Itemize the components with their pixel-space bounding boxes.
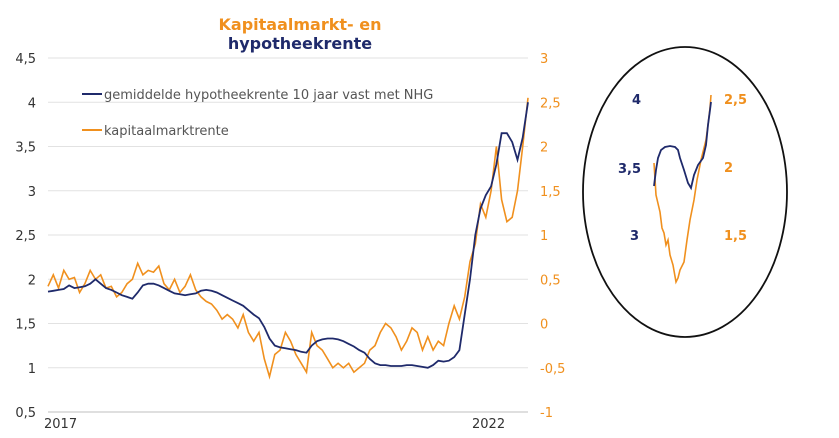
series-hypotheekrente-line	[47, 102, 529, 369]
inset-label-right-1-5: 1,5	[724, 229, 747, 244]
y-right-tick: 0,5	[540, 273, 561, 288]
inset-kapitaalmarktrente-line	[653, 94, 712, 285]
chart-title-line1: Kapitaalmarkt- en	[219, 15, 382, 34]
x-tick-2022: 2022	[472, 417, 505, 432]
y-right-tick: 3	[540, 52, 548, 67]
y-right-tick: 1,5	[540, 185, 561, 200]
y-left-tick: 2	[28, 273, 36, 288]
chart-title-line2: hypotheekrente	[228, 34, 372, 53]
y-right-tick: 2,5	[540, 96, 561, 111]
y-left-tick: 3	[28, 185, 36, 200]
inset-label-left-3-5: 3,5	[618, 162, 641, 177]
y-right-tick: -1	[540, 406, 553, 421]
legend-label-kapitaalmarktrente: kapitaalmarktrente	[104, 124, 229, 139]
y-left-tick: 3,5	[15, 141, 36, 156]
inset-label-left-3: 3	[630, 229, 639, 244]
y-left-tick: 2,5	[15, 229, 36, 244]
y-right-tick: 1	[540, 229, 548, 244]
y-left-tick: 4,5	[15, 52, 36, 67]
y-axis-left: 0,5 1 1,5 2 2,5 3 3,5 4 4,5	[15, 52, 36, 421]
y-left-tick: 4	[28, 96, 36, 111]
series-kapitaalmarktrente-line	[47, 97, 529, 380]
y-right-tick: -0,5	[540, 362, 565, 377]
y-left-tick: 1	[28, 362, 36, 377]
y-axis-right: -1 -0,5 0 0,5 1 1,5 2 2,5 3	[540, 52, 565, 421]
y-left-tick: 1,5	[15, 318, 36, 333]
inset-label-right-2: 2	[724, 161, 733, 176]
legend-label-hypotheekrente: gemiddelde hypotheekrente 10 jaar vast m…	[104, 88, 433, 103]
inset-label-left-4: 4	[632, 93, 641, 108]
inset-label-right-2-5: 2,5	[724, 93, 747, 108]
y-right-tick: 2	[540, 141, 548, 156]
y-left-tick: 0,5	[15, 406, 36, 421]
gridlines	[48, 57, 528, 369]
y-right-tick: 0	[540, 318, 548, 333]
inset-hypotheekrente-line	[653, 101, 712, 191]
x-tick-2017: 2017	[44, 417, 77, 432]
inset-zoom-ellipse	[582, 46, 788, 338]
